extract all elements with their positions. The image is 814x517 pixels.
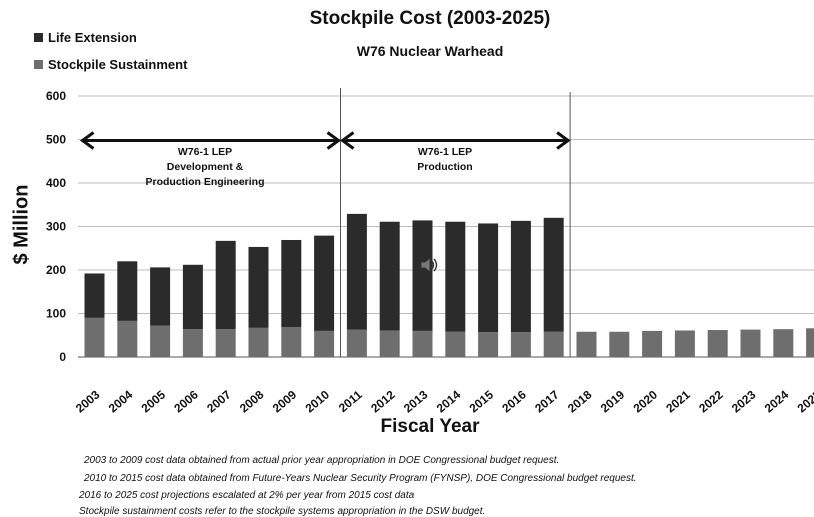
annotation-development-phase: W76-1 LEP Development & Production Engin… [145, 146, 265, 188]
bar-stockpile-sustainment [543, 331, 564, 357]
legend-label-stockpile-sustainment: Stockpile Sustainment [48, 57, 188, 72]
y-tick-label: 200 [46, 263, 66, 277]
bar-stockpile-sustainment [740, 329, 761, 357]
bar-stockpile-sustainment [576, 331, 597, 357]
bar-life-extension [510, 220, 531, 333]
bar-stockpile-sustainment [182, 329, 203, 357]
bar-stockpile-sustainment [707, 330, 728, 357]
arrow-development-phase-head-left [79, 131, 95, 150]
bar-life-extension [117, 261, 138, 321]
arrow-production-phase-head-right [556, 131, 571, 150]
x-tick-label: 2003 [73, 387, 103, 415]
bar-stockpile-sustainment [642, 330, 663, 357]
x-axis-label: Fiscal Year [380, 416, 480, 437]
bar-life-extension [478, 223, 499, 333]
bar-life-extension [346, 213, 367, 330]
bar-stockpile-sustainment [117, 320, 138, 357]
x-tick-label: 2016 [499, 387, 529, 415]
bar-stockpile-sustainment [609, 331, 630, 357]
bar-stockpile-sustainment [478, 332, 499, 357]
footnote-1: 2003 to 2009 cost data obtained from act… [84, 455, 560, 466]
x-tick-label: 2017 [532, 387, 562, 415]
bar-life-extension [412, 220, 433, 331]
x-tick-label: 2009 [270, 387, 300, 415]
bar-stockpile-sustainment [346, 329, 367, 357]
bar-life-extension [215, 240, 236, 330]
y-tick-label: 0 [59, 350, 66, 364]
chart-subtitle: W76 Nuclear Warhead [356, 43, 504, 59]
bar-life-extension [379, 221, 400, 331]
x-tick-label: 2012 [368, 387, 398, 415]
x-tick-label: 2011 [336, 387, 365, 415]
x-tick-label: 2007 [204, 387, 234, 415]
legend-swatch-stockpile-sustainment [34, 60, 43, 69]
chart-title: Stockpile Cost (2003-2025) [309, 8, 551, 29]
bar-life-extension [543, 217, 564, 332]
x-tick-label: 2006 [171, 387, 201, 415]
bar-stockpile-sustainment [379, 330, 400, 357]
y-tick-label: 500 [46, 133, 66, 147]
bar-life-extension [314, 235, 335, 331]
bar-stockpile-sustainment [445, 331, 466, 357]
bar-stockpile-sustainment [215, 329, 236, 357]
y-tick-label: 600 [46, 89, 66, 103]
x-tick-label: 2021 [663, 387, 693, 415]
bar-life-extension [182, 264, 203, 330]
x-tick-label: 2020 [631, 387, 661, 415]
x-tick-label: 2024 [762, 387, 792, 415]
bar-life-extension [84, 273, 105, 318]
bar-life-extension [281, 239, 302, 327]
speaker-icon[interactable] [418, 256, 440, 274]
arrow-production-phase-head-left [339, 131, 355, 150]
y-tick-label: 100 [46, 307, 66, 321]
x-tick-label: 2004 [106, 387, 136, 415]
x-tick-label: 2008 [237, 387, 267, 415]
annotation-production-phase: W76-1 LEP Production [417, 146, 473, 173]
x-tick-label: 2025 [795, 387, 814, 415]
x-tick-label: 2022 [696, 387, 726, 415]
legend-swatch-life-extension [34, 33, 43, 42]
bar-stockpile-sustainment [248, 327, 269, 357]
bar-stockpile-sustainment [314, 330, 335, 357]
bar-life-extension [445, 221, 466, 332]
x-tick-label: 2013 [401, 387, 431, 415]
bar-stockpile-sustainment [510, 332, 531, 357]
legend-item-stockpile-sustainment: Stockpile Sustainment [34, 57, 187, 72]
x-tick-label: 2018 [565, 387, 595, 415]
bar-stockpile-sustainment [150, 325, 171, 357]
y-tick-label: 400 [46, 176, 66, 190]
y-tick-label: 300 [46, 220, 66, 234]
x-tick-label: 2023 [729, 387, 759, 415]
footnote-4: Stockpile sustainment costs refer to the… [79, 506, 486, 517]
bar-life-extension [248, 246, 269, 328]
arrow-development-phase-head-right [326, 131, 342, 150]
bar-stockpile-sustainment [773, 329, 794, 357]
bar-stockpile-sustainment [281, 326, 302, 357]
bar-stockpile-sustainment [806, 328, 814, 357]
legend-label-life-extension: Life Extension [48, 30, 137, 45]
bar-stockpile-sustainment [412, 330, 433, 357]
y-axis-label: $ Million [10, 184, 33, 265]
x-tick-label: 2005 [139, 387, 169, 415]
x-tick-label: 2015 [467, 387, 497, 415]
footnote-3: 2016 to 2025 cost projections escalated … [79, 490, 415, 501]
x-tick-label: 2010 [303, 387, 333, 415]
bar-life-extension [150, 267, 171, 326]
bar-stockpile-sustainment [84, 317, 105, 357]
x-tick-label: 2019 [598, 387, 628, 415]
bar-stockpile-sustainment [674, 330, 695, 357]
footnote-2: 2010 to 2015 cost data obtained from Fut… [84, 473, 637, 484]
x-tick-label: 2014 [434, 387, 464, 415]
legend-item-life-extension: Life Extension [34, 30, 137, 45]
